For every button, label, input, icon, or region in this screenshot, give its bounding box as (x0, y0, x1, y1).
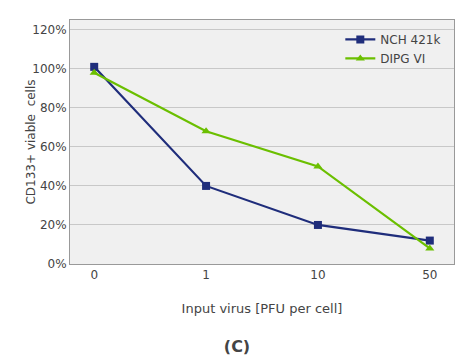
svg-text:100%: 100% (32, 62, 66, 76)
svg-text:60%: 60% (40, 140, 67, 154)
svg-text:1: 1 (202, 268, 210, 282)
svg-text:10: 10 (310, 268, 325, 282)
svg-text:NCH 421k: NCH 421k (380, 33, 440, 47)
svg-text:0%: 0% (48, 257, 67, 271)
svg-text:DIPG VI: DIPG VI (380, 52, 425, 66)
svg-text:120%: 120% (32, 23, 66, 37)
svg-text:Input virus [PFU per cell]: Input virus [PFU per cell] (182, 301, 343, 316)
svg-text:50: 50 (422, 268, 437, 282)
svg-text:0: 0 (90, 268, 98, 282)
svg-text:40%: 40% (40, 179, 67, 193)
svg-text:20%: 20% (40, 218, 67, 232)
svg-text:(C): (C) (224, 337, 250, 356)
svg-text:80%: 80% (40, 101, 67, 115)
svg-text:CD133+ viable cells: CD133+ viable cells (24, 79, 38, 204)
